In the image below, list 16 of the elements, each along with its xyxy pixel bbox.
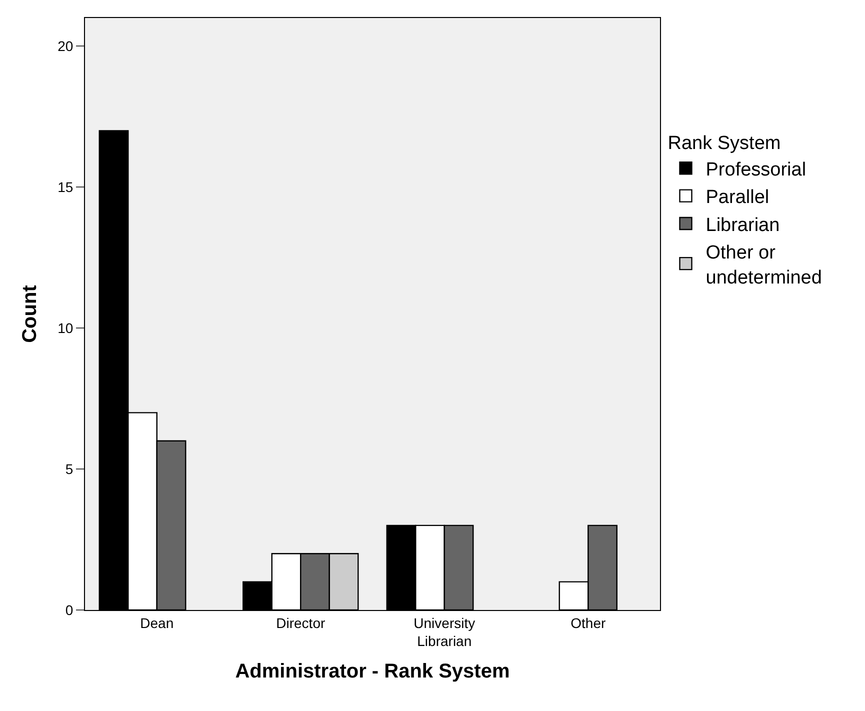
legend-label: Professorial [706,160,806,181]
x-tick-label: Other [570,614,606,631]
y-tick-label: 0 [65,602,74,618]
x-tick-label: Dean [140,614,174,631]
x-tick-label: Director [276,614,326,631]
y-tick-label: 20 [58,38,74,54]
legend-title: Rank System [668,133,781,154]
x-tick-label: University Librarian [414,614,476,649]
legend-label: Other or undetermined [706,242,822,288]
y-axis-title: Count [19,284,42,343]
y-tick-label: 5 [65,460,74,477]
y-tick-label: 15 [58,179,74,196]
x-axis-title: Administrator - Rank System [235,660,510,682]
y-tick-label: 10 [58,320,74,336]
legend-label: Parallel [706,187,770,208]
legend-label: Librarian [706,214,780,236]
